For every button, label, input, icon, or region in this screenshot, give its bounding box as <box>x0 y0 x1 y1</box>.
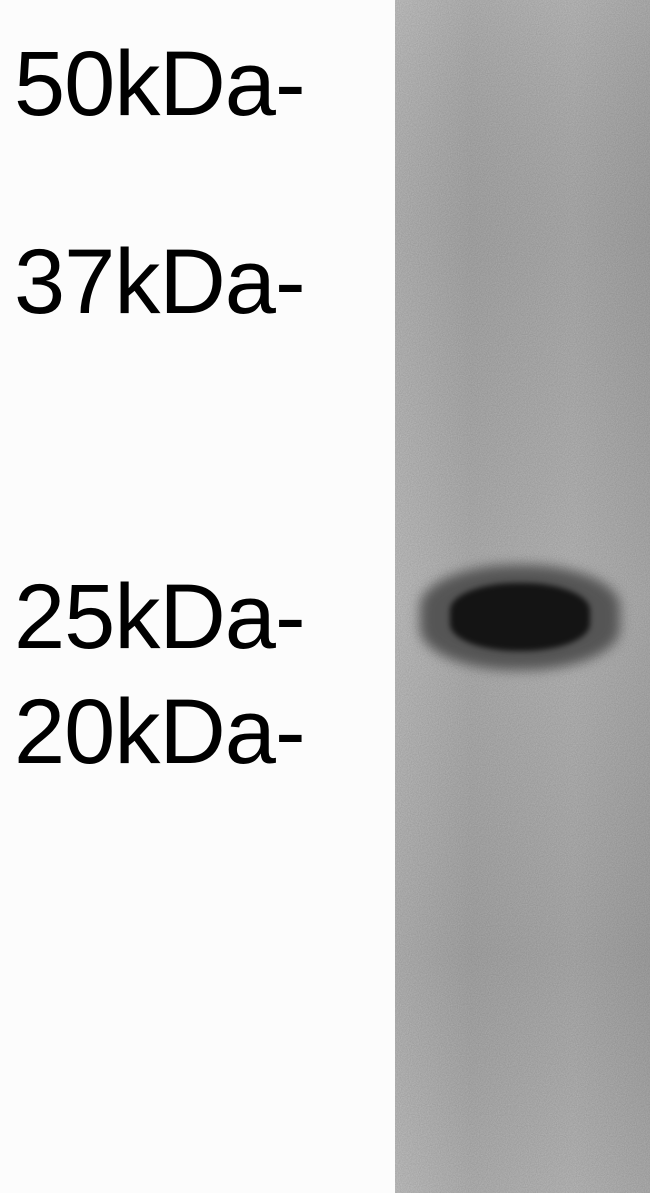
protein-band-core <box>450 583 590 651</box>
marker-labels-column: 50kDa- 37kDa- 25kDa- 20kDa- <box>0 0 395 1193</box>
marker-label: 20kDa- <box>14 680 305 785</box>
marker-label: 50kDa- <box>14 32 305 137</box>
marker-label: 37kDa- <box>14 230 305 335</box>
marker-label: 25kDa- <box>14 565 305 670</box>
blot-lane <box>395 0 650 1193</box>
